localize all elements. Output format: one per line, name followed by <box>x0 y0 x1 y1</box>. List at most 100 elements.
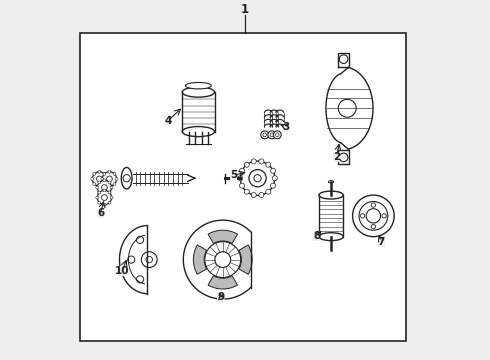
Text: 5: 5 <box>230 170 237 180</box>
Circle shape <box>108 185 111 188</box>
Circle shape <box>98 185 101 188</box>
Circle shape <box>108 181 111 184</box>
Circle shape <box>108 201 111 204</box>
Circle shape <box>98 191 101 194</box>
Circle shape <box>268 131 276 139</box>
Circle shape <box>93 172 96 175</box>
Wedge shape <box>208 276 238 289</box>
Circle shape <box>240 183 245 188</box>
Circle shape <box>240 161 275 195</box>
Wedge shape <box>208 230 238 243</box>
Circle shape <box>108 191 111 194</box>
Text: 9: 9 <box>218 292 224 302</box>
Circle shape <box>103 193 106 196</box>
Circle shape <box>103 179 106 182</box>
Circle shape <box>101 177 104 180</box>
Circle shape <box>272 176 277 181</box>
Ellipse shape <box>182 127 215 136</box>
Circle shape <box>215 252 231 267</box>
Circle shape <box>263 133 267 136</box>
Circle shape <box>361 214 365 218</box>
Circle shape <box>98 201 101 204</box>
Circle shape <box>238 176 243 181</box>
Circle shape <box>137 236 144 243</box>
Circle shape <box>245 189 249 194</box>
Circle shape <box>108 170 111 173</box>
Circle shape <box>101 185 107 190</box>
Circle shape <box>97 176 102 182</box>
Wedge shape <box>239 245 252 274</box>
Circle shape <box>371 203 375 207</box>
Circle shape <box>103 203 106 206</box>
Ellipse shape <box>122 167 132 189</box>
Circle shape <box>110 186 113 189</box>
Circle shape <box>251 159 256 164</box>
Ellipse shape <box>319 233 343 240</box>
Circle shape <box>98 170 101 173</box>
Circle shape <box>92 172 107 186</box>
Circle shape <box>91 177 94 180</box>
Text: 4: 4 <box>164 116 171 126</box>
Circle shape <box>359 202 388 230</box>
Text: 2: 2 <box>333 152 340 162</box>
Circle shape <box>254 175 261 182</box>
Circle shape <box>103 183 106 185</box>
Circle shape <box>259 159 264 164</box>
Circle shape <box>338 99 356 117</box>
Circle shape <box>270 168 275 173</box>
Circle shape <box>249 170 266 187</box>
Circle shape <box>128 256 135 263</box>
Circle shape <box>371 225 375 229</box>
Text: 10: 10 <box>115 266 129 276</box>
Circle shape <box>339 153 348 162</box>
Circle shape <box>266 162 271 167</box>
Circle shape <box>105 177 108 180</box>
Circle shape <box>382 214 386 218</box>
Circle shape <box>97 190 112 205</box>
Circle shape <box>115 177 118 180</box>
Circle shape <box>98 191 101 194</box>
Circle shape <box>270 133 274 136</box>
Circle shape <box>245 162 249 167</box>
Circle shape <box>259 193 264 198</box>
Text: 3: 3 <box>283 122 290 132</box>
Circle shape <box>110 196 113 199</box>
Ellipse shape <box>182 87 215 97</box>
Text: 1: 1 <box>241 3 249 16</box>
Wedge shape <box>194 245 207 274</box>
Circle shape <box>113 172 116 175</box>
Circle shape <box>275 133 279 136</box>
Circle shape <box>273 131 281 139</box>
Circle shape <box>123 175 130 182</box>
Ellipse shape <box>328 181 334 183</box>
Circle shape <box>103 172 106 175</box>
Circle shape <box>261 131 269 139</box>
Circle shape <box>141 252 157 267</box>
Text: 8: 8 <box>313 231 320 241</box>
Circle shape <box>137 276 144 283</box>
Circle shape <box>108 191 111 194</box>
Circle shape <box>270 183 275 188</box>
Ellipse shape <box>319 191 343 199</box>
Circle shape <box>98 181 101 184</box>
Circle shape <box>205 242 241 278</box>
Circle shape <box>96 186 98 189</box>
Circle shape <box>103 183 106 185</box>
Circle shape <box>93 183 96 185</box>
Text: 7: 7 <box>378 237 385 247</box>
Ellipse shape <box>186 82 211 89</box>
Circle shape <box>251 193 256 198</box>
Circle shape <box>113 183 116 185</box>
Circle shape <box>107 176 112 182</box>
Circle shape <box>266 189 271 194</box>
Circle shape <box>97 180 112 195</box>
Circle shape <box>366 209 381 223</box>
Circle shape <box>102 172 117 186</box>
Circle shape <box>103 172 106 175</box>
Circle shape <box>96 196 98 199</box>
Circle shape <box>353 195 394 237</box>
Text: 6: 6 <box>97 208 104 218</box>
Circle shape <box>240 168 245 173</box>
Bar <box>80 33 406 341</box>
Circle shape <box>146 256 152 263</box>
